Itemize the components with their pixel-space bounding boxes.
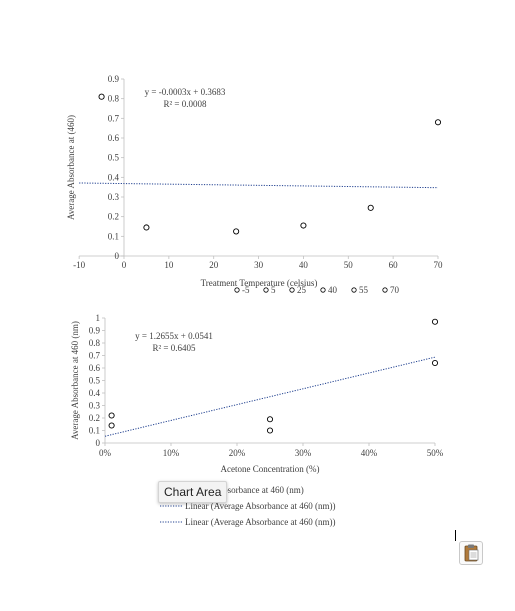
chart1-data-point <box>143 224 150 231</box>
chart1-legend-label: 25 <box>297 285 307 295</box>
chart1-x-tick-label: 0 <box>122 260 127 270</box>
chart1-legend-marker <box>351 287 357 293</box>
chart1-y-tick-label: 0.1 <box>108 231 119 241</box>
chart1-y-tick-label: 0.2 <box>108 212 119 222</box>
chart1-data-point <box>233 228 240 235</box>
chart2-data-point <box>108 412 115 419</box>
chart2-y-tick-label: 0.7 <box>89 351 101 361</box>
chart1-y-tick-label: 0.5 <box>108 153 120 163</box>
chart2-trendline <box>104 356 436 437</box>
chart1-x-tick-label: 20 <box>209 260 219 270</box>
chart1-y-tick-label: 0.8 <box>108 94 120 104</box>
chart1-x-tick-label: -10 <box>73 260 85 270</box>
chart1-legend-marker <box>263 287 269 293</box>
chart2-data-point <box>108 422 115 429</box>
chart2-y-tick-label: 0.4 <box>89 388 101 398</box>
chart2-x-tick-label: 40% <box>361 448 378 458</box>
chart2-y-tick-label: 0.3 <box>89 401 101 411</box>
chart-area-tooltip: Chart Area <box>158 481 228 503</box>
clipboard-icon <box>464 544 479 562</box>
chart1-x-tick-label: 60 <box>389 260 399 270</box>
chart2-y-tick-label: 0.6 <box>89 363 101 373</box>
chart1-x-tick-label: 10 <box>164 260 174 270</box>
chart1-legend-label: 5 <box>271 285 276 295</box>
chart1-legend-marker <box>289 287 295 293</box>
chart1-legend-label: 70 <box>390 285 400 295</box>
chart2-data-point <box>266 427 274 434</box>
chart1-y-tick-label: 0.3 <box>108 192 120 202</box>
chart1-y-tick-label: 0.6 <box>108 133 120 143</box>
chart2-y-tick-label: 0.1 <box>89 426 100 436</box>
chart2-y-tick-label: 0.8 <box>89 338 101 348</box>
chart1-legend-label: -5 <box>242 285 250 295</box>
chart1-data-point <box>367 204 374 211</box>
chart1-data-point <box>98 93 105 100</box>
chart2-legend-label: Average Absorbance at 460 (nm) <box>185 485 304 495</box>
chart1-x-tick-label: 30 <box>254 260 264 270</box>
chart2-y-tick-label: 0.2 <box>89 413 100 423</box>
chart1-x-tick-label: 70 <box>434 260 444 270</box>
chart2-x-tick-label: 10% <box>163 448 180 458</box>
chart1-x-axis-title: Treatment Temperature (celsius) <box>201 278 318 288</box>
chart1-trendline <box>79 182 439 189</box>
text-cursor <box>455 530 456 541</box>
chart2-legend-label: Linear (Average Absorbance at 460 (nm)) <box>185 501 336 511</box>
chart2-y-tick-label: 1 <box>96 313 101 323</box>
chart1-y-tick-label: 0.7 <box>108 113 120 123</box>
chart1-legend-label: 55 <box>359 285 369 295</box>
chart1-data-point <box>434 119 442 126</box>
chart2-trendline-equation: y = 1.2655x + 0.0541 <box>135 331 213 341</box>
chart1-legend-label: 40 <box>328 285 338 295</box>
paste-options-button[interactable] <box>459 541 483 565</box>
chart1-y-tick-label: 0.4 <box>108 172 120 182</box>
chart2-data-point <box>431 318 439 325</box>
chart1-y-tick-label: 0.9 <box>108 74 120 84</box>
chart2-x-tick-label: 0% <box>99 448 112 458</box>
chart1-x-tick-label: 40 <box>299 260 309 270</box>
chart2-y-axis-title: Average Absorbance at 460 (nm) <box>70 321 80 440</box>
chart2-x-tick-label: 30% <box>295 448 312 458</box>
chart2-x-axis-title: Acetone Concentration (%) <box>221 464 320 474</box>
chart1-legend-marker <box>382 287 388 293</box>
chart2-trendline-r2: R² = 0.6405 <box>152 343 196 353</box>
chart1-y-axis-title: Average Absorbance at (460) <box>66 115 76 220</box>
chart2-y-tick-label: 0.9 <box>89 326 101 336</box>
chart2-data-point <box>431 359 439 367</box>
chart1-y-tick-label: 0 <box>115 251 120 261</box>
chart1-trendline-equation: y = -0.0003x + 0.3683 <box>145 87 226 97</box>
chart1-x-tick-label: 50 <box>344 260 354 270</box>
chart2-x-tick-label: 50% <box>427 448 444 458</box>
chart2-y-tick-label: 0.5 <box>89 376 101 386</box>
chart2-legend-label: Linear (Average Absorbance at 460 (nm)) <box>185 517 336 527</box>
chart1-data-point <box>300 222 307 229</box>
chart2-data-point <box>266 416 274 423</box>
chart1-legend-marker <box>320 287 326 293</box>
chart2-x-tick-label: 20% <box>229 448 246 458</box>
chart1-legend-marker <box>234 287 240 293</box>
chart2-y-tick-label: 0 <box>96 438 101 448</box>
chart1-trendline-r2: R² = 0.0008 <box>163 99 207 109</box>
